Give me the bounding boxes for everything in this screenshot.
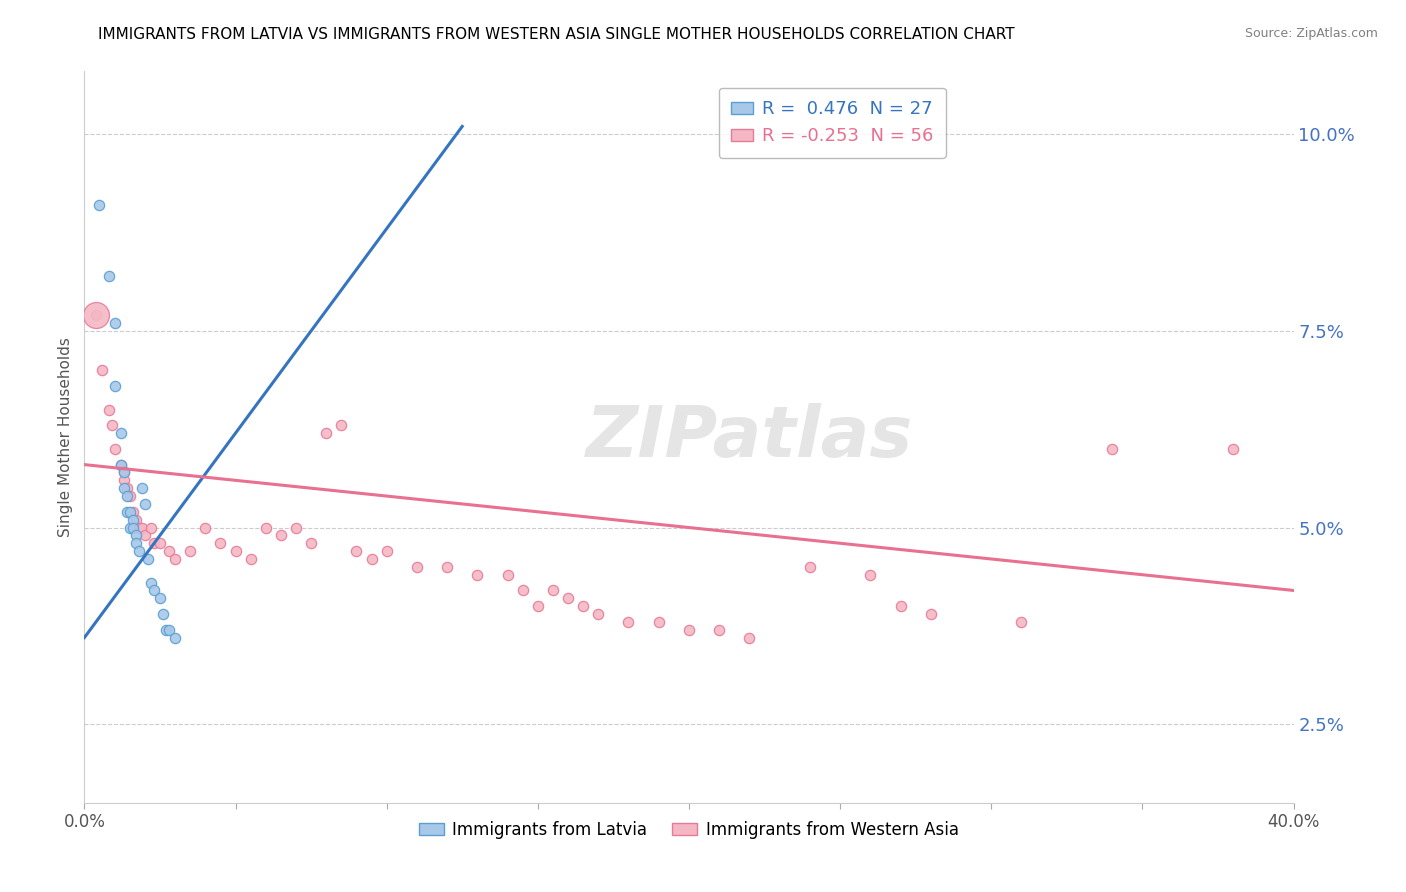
Point bbox=[527, 599, 550, 614]
Point bbox=[194, 520, 217, 534]
Point bbox=[179, 544, 201, 558]
Point bbox=[648, 615, 671, 629]
Point bbox=[496, 567, 519, 582]
Text: Source: ZipAtlas.com: Source: ZipAtlas.com bbox=[1244, 27, 1378, 40]
Point bbox=[859, 567, 882, 582]
Point bbox=[110, 458, 132, 472]
Point bbox=[149, 591, 172, 606]
Point bbox=[125, 513, 148, 527]
Point bbox=[134, 497, 156, 511]
Point bbox=[165, 552, 187, 566]
Point bbox=[112, 466, 135, 480]
Point bbox=[136, 552, 159, 566]
Point bbox=[270, 528, 292, 542]
Point bbox=[1011, 615, 1033, 629]
Point bbox=[110, 426, 132, 441]
Point bbox=[104, 442, 127, 456]
Point bbox=[142, 536, 165, 550]
Point bbox=[121, 520, 143, 534]
Y-axis label: Single Mother Households: Single Mother Households bbox=[58, 337, 73, 537]
Point bbox=[299, 536, 322, 550]
Point bbox=[104, 379, 127, 393]
Text: ZIPatlas: ZIPatlas bbox=[586, 402, 912, 472]
Point bbox=[557, 591, 579, 606]
Point bbox=[121, 513, 143, 527]
Point bbox=[709, 623, 731, 637]
Point bbox=[89, 198, 111, 212]
Point bbox=[375, 544, 398, 558]
Point bbox=[406, 559, 429, 574]
Point bbox=[315, 426, 337, 441]
Point bbox=[139, 575, 162, 590]
Point bbox=[118, 505, 141, 519]
Point bbox=[131, 520, 153, 534]
Point bbox=[112, 473, 135, 487]
Point bbox=[97, 268, 120, 283]
Point bbox=[86, 308, 108, 322]
Point bbox=[115, 481, 138, 495]
Point bbox=[110, 458, 132, 472]
Point bbox=[128, 520, 150, 534]
Point bbox=[125, 528, 148, 542]
Point bbox=[104, 316, 127, 330]
Point bbox=[115, 489, 138, 503]
Point bbox=[738, 631, 761, 645]
Point bbox=[121, 505, 143, 519]
Point bbox=[112, 481, 135, 495]
Point bbox=[86, 308, 108, 322]
Point bbox=[1222, 442, 1244, 456]
Point bbox=[1101, 442, 1123, 456]
Point bbox=[330, 418, 353, 433]
Point bbox=[541, 583, 564, 598]
Point bbox=[890, 599, 912, 614]
Point bbox=[678, 623, 700, 637]
Point bbox=[799, 559, 821, 574]
Point bbox=[467, 567, 489, 582]
Text: IMMIGRANTS FROM LATVIA VS IMMIGRANTS FROM WESTERN ASIA SINGLE MOTHER HOUSEHOLDS : IMMIGRANTS FROM LATVIA VS IMMIGRANTS FRO… bbox=[98, 27, 1015, 42]
Point bbox=[134, 528, 156, 542]
Point bbox=[149, 536, 172, 550]
Point bbox=[139, 520, 162, 534]
Point bbox=[920, 607, 942, 621]
Point bbox=[588, 607, 610, 621]
Point bbox=[115, 505, 138, 519]
Point bbox=[346, 544, 368, 558]
Point bbox=[157, 623, 180, 637]
Point bbox=[165, 631, 187, 645]
Point bbox=[512, 583, 534, 598]
Point bbox=[91, 363, 114, 377]
Point bbox=[209, 536, 232, 550]
Point bbox=[118, 489, 141, 503]
Point bbox=[142, 583, 165, 598]
Point bbox=[617, 615, 640, 629]
Point bbox=[254, 520, 277, 534]
Point bbox=[155, 623, 177, 637]
Point bbox=[100, 418, 122, 433]
Point bbox=[225, 544, 247, 558]
Point bbox=[436, 559, 458, 574]
Point bbox=[239, 552, 262, 566]
Point bbox=[112, 466, 135, 480]
Point bbox=[128, 544, 150, 558]
Point bbox=[157, 544, 180, 558]
Point bbox=[572, 599, 595, 614]
Point bbox=[360, 552, 382, 566]
Point bbox=[118, 520, 141, 534]
Legend: Immigrants from Latvia, Immigrants from Western Asia: Immigrants from Latvia, Immigrants from … bbox=[412, 814, 966, 846]
Point bbox=[152, 607, 174, 621]
Point bbox=[97, 402, 120, 417]
Point bbox=[125, 536, 148, 550]
Point bbox=[285, 520, 308, 534]
Point bbox=[131, 481, 153, 495]
